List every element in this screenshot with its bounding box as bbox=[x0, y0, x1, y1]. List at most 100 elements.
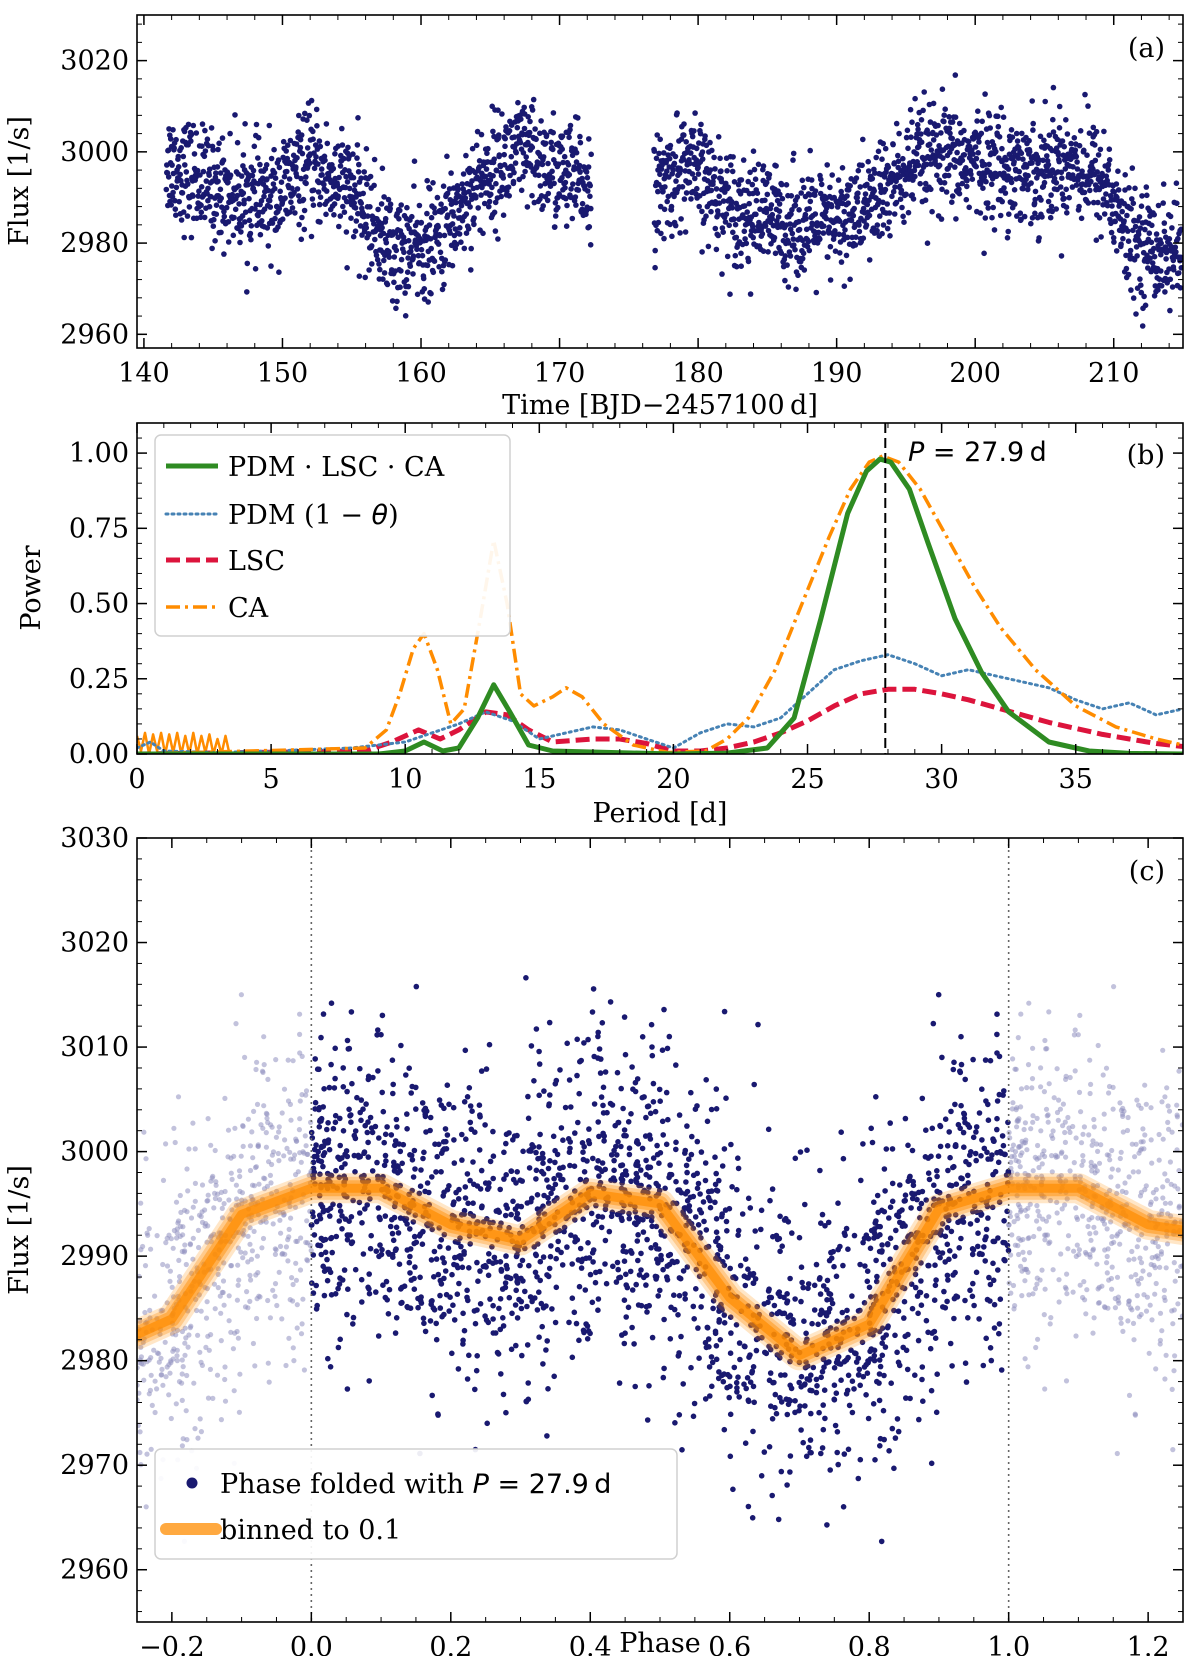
a-point bbox=[956, 120, 963, 127]
c-ghost-point bbox=[1136, 1281, 1142, 1287]
c-ghost-point bbox=[174, 1226, 180, 1232]
a-point bbox=[265, 243, 272, 249]
a-point bbox=[915, 126, 921, 133]
c-point bbox=[621, 1340, 628, 1347]
c-ghost-point bbox=[205, 1116, 211, 1122]
a-point bbox=[1077, 128, 1084, 134]
b-panel-label: (b) bbox=[1127, 440, 1165, 471]
a-point bbox=[827, 277, 834, 283]
c-ghost-point bbox=[1131, 1256, 1137, 1262]
c-ghost-point bbox=[1083, 1311, 1089, 1317]
a-point bbox=[1098, 234, 1104, 240]
a-point bbox=[576, 162, 583, 169]
c-ghost-point bbox=[220, 1289, 226, 1296]
a-point bbox=[651, 148, 658, 154]
a-point bbox=[444, 153, 450, 160]
a-point bbox=[1087, 187, 1093, 194]
c-ghost-point bbox=[1161, 1294, 1167, 1300]
a-point bbox=[323, 121, 330, 127]
c-point bbox=[710, 1305, 716, 1312]
a-point bbox=[294, 173, 300, 180]
a-point bbox=[234, 139, 241, 146]
a-point bbox=[310, 202, 317, 208]
c-ghost-point bbox=[1126, 1174, 1132, 1180]
c-ghost-point bbox=[1143, 1183, 1149, 1189]
c-ghost-point bbox=[256, 1181, 262, 1187]
c-point bbox=[724, 1384, 730, 1391]
a-point bbox=[1120, 235, 1126, 242]
c-point bbox=[409, 1157, 416, 1163]
c-point bbox=[902, 1115, 909, 1122]
c-ghost-point bbox=[142, 1263, 149, 1269]
c-point bbox=[787, 1453, 794, 1459]
a-point bbox=[480, 230, 486, 237]
a-point bbox=[524, 204, 531, 210]
a-point bbox=[1167, 213, 1174, 220]
c-ghost-point bbox=[1055, 1117, 1061, 1123]
a-point bbox=[790, 157, 796, 163]
a-point bbox=[253, 121, 260, 128]
a-point bbox=[1025, 186, 1031, 193]
c-ghost-point bbox=[248, 1256, 255, 1262]
c-point bbox=[327, 1364, 334, 1370]
c-point bbox=[915, 1310, 921, 1317]
a-point bbox=[715, 232, 721, 239]
a-point bbox=[1086, 130, 1093, 136]
a-point bbox=[1012, 201, 1018, 207]
c-ghost-point bbox=[152, 1409, 158, 1416]
a-point bbox=[1104, 177, 1110, 184]
c-ghost-point bbox=[251, 1228, 257, 1234]
c-point bbox=[755, 1021, 761, 1028]
a-point bbox=[699, 149, 706, 155]
c-point bbox=[518, 1305, 525, 1312]
c-point bbox=[820, 1426, 827, 1433]
a-point bbox=[713, 246, 720, 253]
a-point bbox=[585, 164, 592, 170]
b-ticks: 0 5 10 15 20 25 30 350.000.250.500.751.00 bbox=[69, 422, 1184, 795]
a-point bbox=[200, 168, 207, 175]
a-point bbox=[865, 168, 872, 174]
a-point bbox=[1136, 214, 1143, 220]
c-ghost-point bbox=[182, 1207, 188, 1213]
a-point bbox=[425, 299, 432, 305]
c-ghost-point bbox=[1133, 1272, 1139, 1278]
c-ghost-point bbox=[138, 1344, 144, 1350]
c-point bbox=[464, 1094, 471, 1100]
a-point bbox=[525, 139, 531, 146]
c-ghost-point bbox=[1015, 1243, 1021, 1249]
a-point bbox=[707, 139, 713, 146]
a-point bbox=[289, 185, 295, 192]
c-ghost-point bbox=[1148, 1214, 1154, 1220]
c-point bbox=[544, 1177, 550, 1183]
panel-a: 140 150 160 170 180 190 200 2102960298030003020… bbox=[4, 14, 1184, 421]
c-point bbox=[392, 1247, 399, 1254]
a-point bbox=[319, 172, 325, 178]
c-point bbox=[984, 1149, 990, 1156]
c-point bbox=[561, 1224, 568, 1231]
c-point bbox=[820, 1402, 826, 1408]
a-point bbox=[827, 243, 834, 250]
a-point bbox=[453, 199, 459, 206]
a-point bbox=[484, 150, 490, 157]
a-point bbox=[839, 165, 846, 171]
c-point bbox=[369, 1129, 376, 1136]
c-ghost-point bbox=[1050, 1128, 1056, 1134]
c-point bbox=[923, 1197, 929, 1203]
a-point bbox=[1063, 117, 1069, 123]
c-ghost-point bbox=[293, 1260, 299, 1266]
a-point bbox=[575, 115, 581, 121]
a-point bbox=[178, 177, 184, 184]
a-point bbox=[679, 184, 686, 190]
c-ghost-point bbox=[270, 1287, 276, 1293]
a-point bbox=[753, 211, 759, 218]
c-point bbox=[389, 1057, 396, 1063]
b-legend-label-1-b: θ bbox=[372, 500, 389, 531]
c-ghost-point bbox=[1152, 1291, 1158, 1297]
a-point bbox=[1074, 159, 1080, 165]
c-point bbox=[451, 1317, 458, 1323]
c-ghost-point bbox=[211, 1205, 217, 1211]
c-ghost-point bbox=[232, 1330, 238, 1336]
a-point bbox=[974, 118, 980, 124]
c-ghost-point bbox=[230, 1346, 236, 1352]
c-point bbox=[739, 1211, 746, 1217]
